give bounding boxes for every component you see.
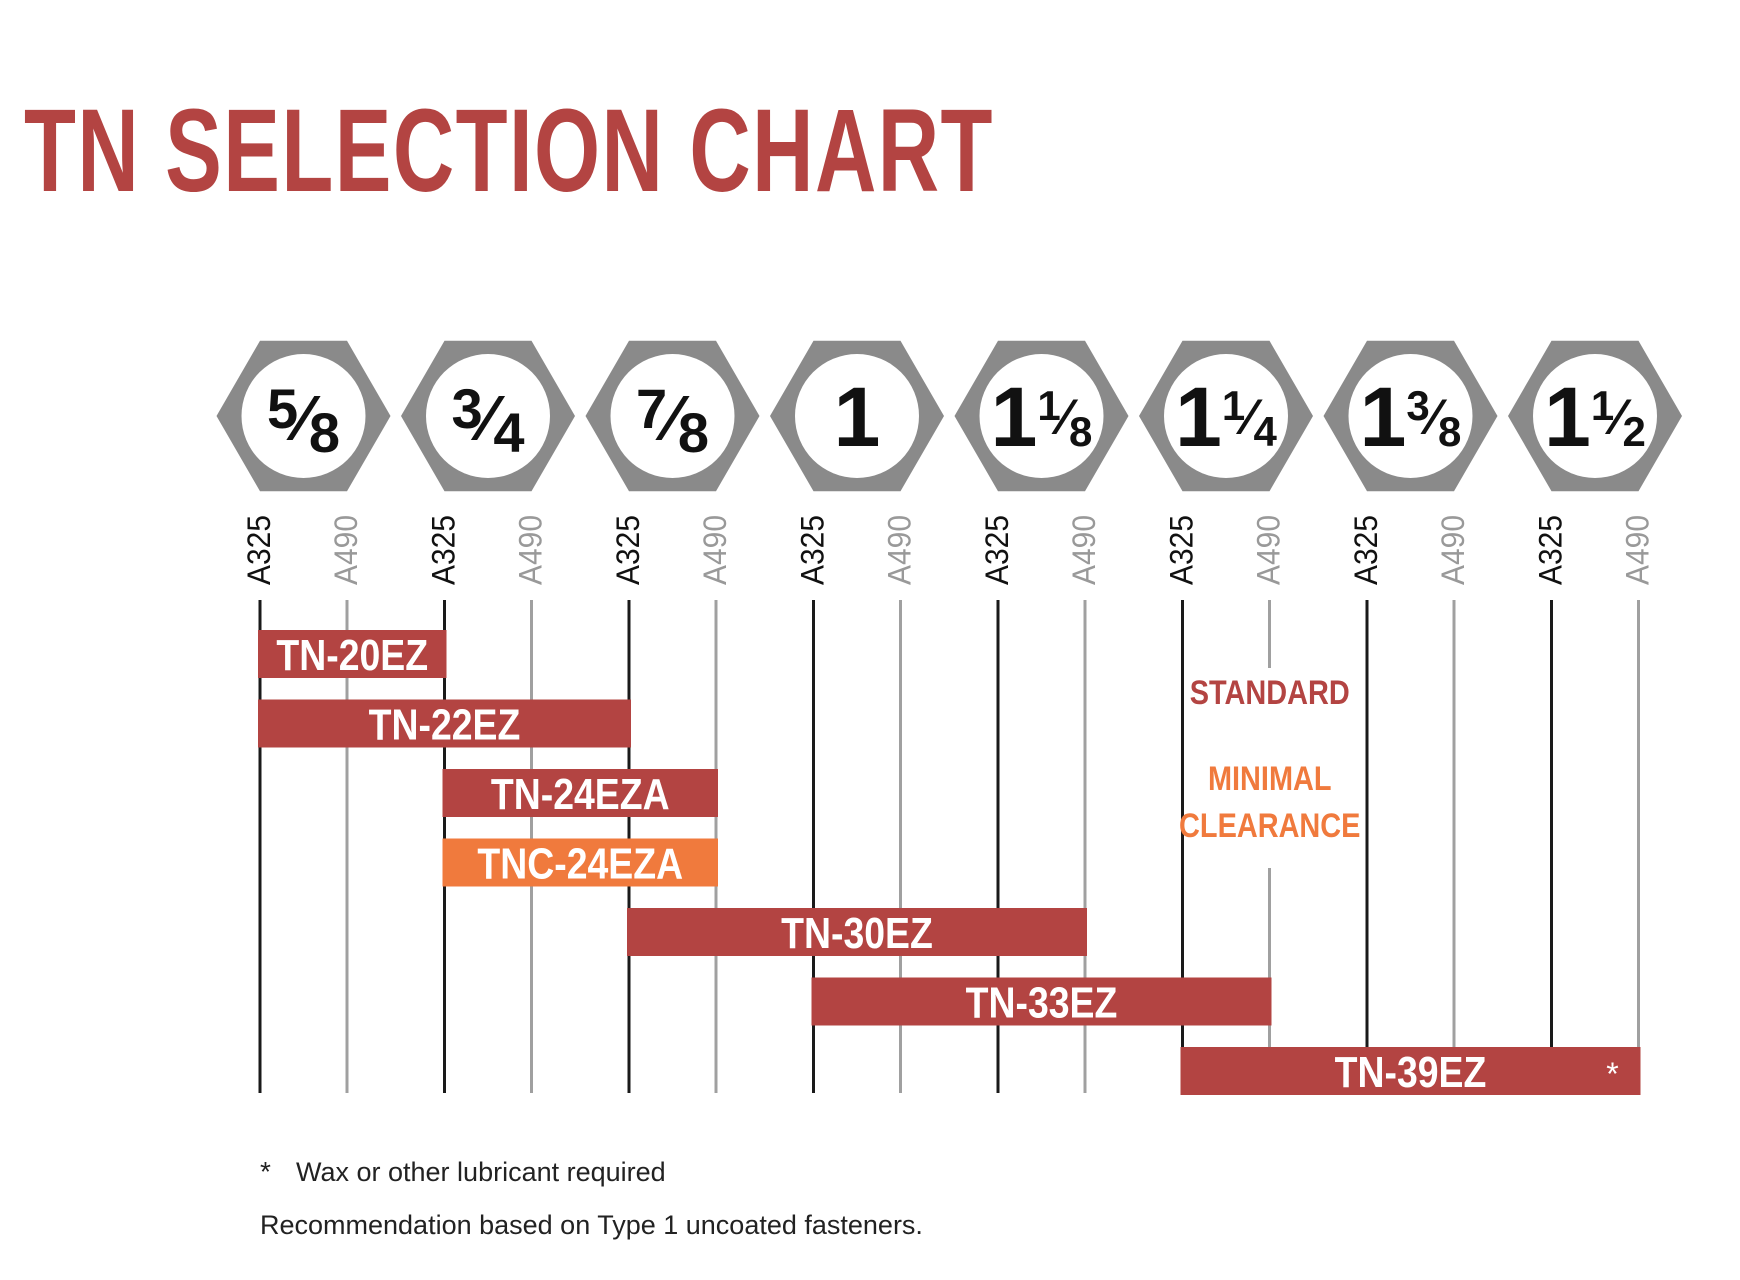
grade-label-a325: A325 — [1348, 515, 1384, 585]
bolt-size-label: 3⁄4 — [452, 377, 525, 464]
bar-label: TN-24EZA — [491, 769, 670, 819]
grade-label-a490: A490 — [1435, 515, 1471, 585]
hexagon-face-0 — [241, 354, 366, 478]
grade-label-a490: A490 — [697, 515, 733, 585]
hexagon-face-1 — [426, 354, 550, 478]
bar-note-asterisk: * — [1606, 1056, 1618, 1092]
bar-tn-24eza — [442, 769, 718, 817]
bolt-size-hexagons: 5⁄8 3⁄4 7⁄8 1 11⁄8 11⁄4 13⁄8 11⁄2 — [216, 340, 1682, 492]
legend-minimal-clearance: MINIMAL — [1208, 759, 1332, 798]
grade-label-a490: A490 — [1066, 515, 1102, 585]
bar-tnc-24eza — [442, 838, 718, 887]
asterisk-mark: * — [260, 1156, 271, 1187]
grade-labels: A325 A490 A325 A490 A325 A490 A325 A490 A325 A490… — [241, 515, 1656, 585]
legend-background — [1190, 668, 1359, 868]
bar-label: TN-22EZ — [369, 700, 521, 750]
footnote-recommendation: Recommendation based on Type 1 uncoated … — [260, 1210, 923, 1240]
footnote-lubricant-text: Wax or other lubricant required — [296, 1157, 666, 1187]
grade-label-a490: A490 — [513, 515, 549, 585]
grade-label-a325: A325 — [1164, 515, 1200, 585]
hexagon-face-5 — [1164, 354, 1288, 478]
bolt-size-label: 1 — [834, 370, 881, 464]
bar-tn-22ez — [258, 699, 631, 748]
bar-label: TN-33EZ — [966, 978, 1118, 1028]
bar-label: TN-20EZ — [276, 630, 428, 680]
hexagon-face-6 — [1348, 354, 1473, 478]
bar-tn-33ez — [811, 977, 1272, 1026]
bar-label: TN-39EZ — [1335, 1047, 1487, 1097]
grade-label-a325: A325 — [426, 515, 462, 585]
grade-label-a490: A490 — [1620, 515, 1656, 585]
bar-label: TN-30EZ — [781, 908, 933, 958]
grade-label-a325: A325 — [1533, 515, 1569, 585]
grade-label-a325: A325 — [979, 515, 1015, 585]
bar-tn-39ez — [1180, 1047, 1641, 1095]
hexagon-face-2 — [610, 354, 735, 478]
bar-label: TNC-24EZA — [477, 839, 683, 889]
grade-label-a490: A490 — [328, 515, 364, 585]
legend-minimal-clearance: CLEARANCE — [1179, 806, 1360, 845]
hexagon-face-3 — [795, 354, 919, 478]
grade-label-a325: A325 — [795, 515, 831, 585]
bar-tn-30ez — [627, 908, 1087, 956]
grade-label-a325: A325 — [241, 515, 277, 585]
hexagon-face-7 — [1533, 354, 1657, 478]
product-bars: TN-20EZ TN-22EZ TN-24EZA TNC-24EZA TN-30EZ TN… — [258, 630, 1641, 1097]
grade-label-a325: A325 — [610, 515, 646, 585]
hexagon-face-4 — [979, 354, 1104, 478]
grade-label-a490: A490 — [1251, 515, 1287, 585]
grade-label-a490: A490 — [882, 515, 918, 585]
footnote-lubricant: * Wax or other lubricant required — [260, 1156, 666, 1188]
bolt-size-label: 13⁄8 — [1360, 370, 1462, 464]
legend: STANDARD MINIMAL CLEARANCE — [1179, 673, 1360, 845]
bar-tn-20ez — [258, 630, 447, 678]
legend-standard: STANDARD — [1190, 673, 1350, 712]
page-title: TN SELECTION CHART — [24, 85, 994, 217]
